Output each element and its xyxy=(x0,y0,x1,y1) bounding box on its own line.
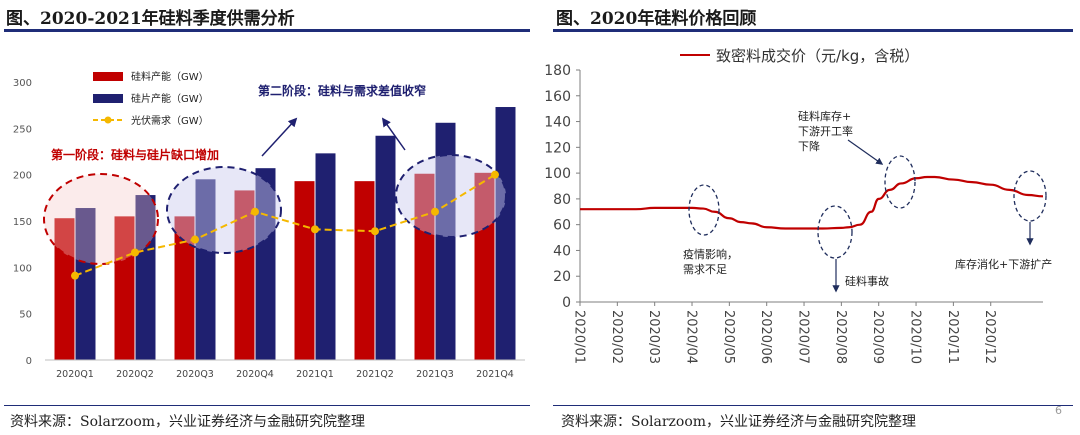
legend-label-wafer: 硅片产能（GW） xyxy=(131,92,209,105)
annotation-accident: 硅料事故 xyxy=(845,274,889,288)
y-tick-label: 40 xyxy=(553,243,571,259)
bar-wafer xyxy=(135,195,156,360)
bar-wafer xyxy=(255,168,276,360)
x-tick-label: 2020/03 xyxy=(646,310,661,364)
bar-silicon-material xyxy=(354,181,375,360)
price-review-chart: 0 20 40 60 80 100 120 140 160 180 2020/01 2020/02 20… xyxy=(544,47,1052,364)
x-tick-label: 2020Q1 xyxy=(56,369,94,380)
stage2-arrow-right xyxy=(381,117,406,151)
x-tick-label: 2020Q3 xyxy=(176,369,214,380)
left-source-note: 资料来源：Solarzoom，兴业证券经济与金融研究院整理 xyxy=(10,414,366,430)
bar-wafer xyxy=(495,107,516,361)
y-tick-label: 100 xyxy=(13,263,32,274)
annotation-inventory: 硅料库存+ 下游开工率 下降 xyxy=(798,109,857,153)
demand-point xyxy=(311,225,319,234)
y-tick-label: 160 xyxy=(544,89,571,105)
bar-wafer xyxy=(435,122,456,360)
legend-label-price: 致密料成交价（元/kg，含税） xyxy=(716,47,919,65)
y-tick-label: 150 xyxy=(13,217,32,228)
x-tick-label: 2020/02 xyxy=(609,310,624,364)
x-tick-label: 2020/10 xyxy=(907,310,922,364)
y-tick-label: 200 xyxy=(13,171,32,182)
x-tick-label: 2021Q3 xyxy=(416,369,454,380)
annotation-destock: 库存消化+下游扩产 xyxy=(955,257,1052,271)
y-tick-label: 120 xyxy=(544,140,571,156)
left-title-rule xyxy=(4,29,530,32)
stage2-annotation: 第二阶段：硅料与需求差值收窄 xyxy=(258,83,426,98)
x-tick-label: 2020/09 xyxy=(870,310,885,364)
bar-wafer xyxy=(195,179,216,360)
bar-silicon-material xyxy=(174,216,195,360)
y-tick-label: 60 xyxy=(553,218,571,234)
event-ellipse-apr xyxy=(688,184,720,236)
x-tick-label: 2021Q4 xyxy=(476,369,514,380)
x-tick-label: 2020/01 xyxy=(571,310,586,364)
demand-point xyxy=(131,248,139,257)
stage1-ellipse-mid xyxy=(166,166,282,254)
y-tick-label: 140 xyxy=(544,115,571,131)
y-tick-label: 0 xyxy=(26,356,32,367)
stage1-ellipse-left xyxy=(43,173,159,265)
stage1-annotation: 第一阶段：硅料与硅片缺口增加 xyxy=(51,147,219,162)
legend-swatch-silicon-material xyxy=(93,72,123,81)
bar-silicon-material xyxy=(54,218,75,360)
page-number: 6 xyxy=(1055,404,1062,417)
x-tick-label: 2020/05 xyxy=(721,310,736,364)
x-tick-label: 2020/06 xyxy=(758,310,773,364)
bar-silicon-material xyxy=(414,173,435,360)
annotation-epidemic: 疫情影响， 需求不足 xyxy=(683,247,742,276)
demand-point xyxy=(71,271,79,280)
x-tick-label: 2020Q4 xyxy=(236,369,274,380)
supply-demand-chart: 0 50 100 150 200 250 300 2020Q1 2020Q2 2020Q3 2020… xyxy=(13,70,525,380)
y-tick-label: 250 xyxy=(13,124,32,135)
bar-silicon-material xyxy=(114,216,135,360)
y-tick-label: 100 xyxy=(544,166,571,182)
y-tick-label: 80 xyxy=(553,192,571,208)
bar-wafer xyxy=(75,208,96,360)
event-ellipse-dec xyxy=(1013,170,1047,222)
y-tick-label: 50 xyxy=(19,310,32,321)
legend-swatch-wafer xyxy=(93,94,123,103)
x-tick-label: 2020/08 xyxy=(833,310,848,364)
y-tick-label: 20 xyxy=(553,269,571,285)
x-tick-label: 2020/11 xyxy=(945,310,960,364)
bar-wafer xyxy=(315,153,336,360)
demand-point xyxy=(251,207,259,216)
x-tick-label: 2020/04 xyxy=(683,310,698,364)
demand-point xyxy=(491,170,499,179)
right-title-rule xyxy=(553,29,1073,32)
demand-point xyxy=(371,227,379,236)
legend-marker-demand xyxy=(104,116,112,124)
x-tick-label: 2021Q1 xyxy=(296,369,334,380)
bar-wafer xyxy=(375,135,396,360)
x-tick-label: 2020Q2 xyxy=(116,369,154,380)
left-panel-title: 图、2020-2021年硅料季度供需分析 xyxy=(6,9,295,29)
y-tick-label: 0 xyxy=(562,295,571,311)
demand-line xyxy=(74,173,496,277)
stage2-arrow-left xyxy=(261,117,298,157)
event-ellipse-sep xyxy=(884,155,916,209)
right-source-note: 资料来源：Solarzoom，兴业证券经济与金融研究院整理 xyxy=(561,414,917,430)
price-line xyxy=(580,175,1044,230)
y-tick-label: 180 xyxy=(544,63,571,79)
event-ellipse-jul xyxy=(817,205,853,259)
bar-silicon-material xyxy=(234,190,255,360)
right-source-rule xyxy=(553,405,1073,406)
x-tick-label: 2020/12 xyxy=(982,310,997,364)
bar-silicon-material xyxy=(294,181,315,360)
arrow-inventory xyxy=(847,139,884,165)
left-source-rule xyxy=(4,405,530,406)
y-tick-label: 300 xyxy=(13,78,32,89)
demand-point xyxy=(431,207,439,216)
bar-silicon-material xyxy=(474,172,495,360)
x-tick-label: 2020/07 xyxy=(795,310,810,364)
demand-point xyxy=(191,235,199,244)
x-tick-label: 2021Q2 xyxy=(356,369,394,380)
legend-label-demand: 光伏需求（GW） xyxy=(131,114,209,127)
right-panel-title: 图、2020年硅料价格回顾 xyxy=(556,9,757,29)
legend-label-silicon-material: 硅料产能（GW） xyxy=(131,70,209,83)
